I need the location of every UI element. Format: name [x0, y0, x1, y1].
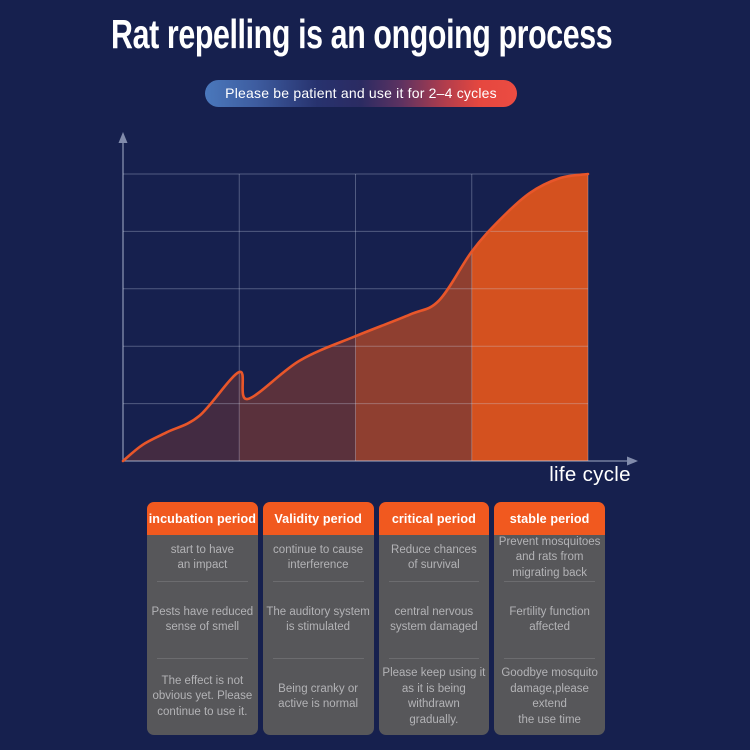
card-row: Prevent mosquitoes and rats from migrati…	[498, 535, 601, 579]
card-header: Validity period	[262, 502, 374, 535]
period-card-validity: Validity period continue to cause interf…	[262, 502, 374, 735]
stage-band-fill	[355, 251, 472, 461]
card-row: start to have an impact	[170, 543, 235, 572]
row-divider	[504, 581, 595, 582]
row-divider	[272, 658, 364, 659]
patience-banner-text: Please be patient and use it for 2–4 cyc…	[225, 85, 497, 101]
card-header: stable period	[494, 502, 605, 535]
row-divider	[504, 658, 595, 659]
card-row: Pests have reduced sense of smell	[151, 605, 254, 634]
row-divider	[388, 658, 480, 659]
card-row: Being cranky or active is normal	[278, 682, 359, 711]
card-body: start to have an impact Pests have reduc…	[147, 535, 258, 735]
card-body: Reduce chances of survival central nervo…	[378, 535, 490, 735]
card-body: continue to cause interference The audit…	[262, 535, 374, 735]
x-axis-label: life cycle	[549, 463, 631, 486]
card-header: critical period	[378, 502, 490, 535]
card-row: The auditory system is stimulated	[266, 605, 370, 634]
life-cycle-area-chart	[118, 132, 638, 466]
period-card-incubation: incubation period start to have an impac…	[147, 502, 258, 735]
card-row: central nervous system damaged	[390, 605, 478, 634]
effect-curve	[121, 172, 590, 463]
period-card-critical: critical period Reduce chances of surviv…	[378, 502, 490, 735]
y-axis-arrow-icon	[118, 132, 128, 143]
page-title-text: Rat repelling is an ongoing process	[111, 11, 613, 57]
card-row: Please keep using it as it is being with…	[382, 667, 486, 726]
page-title: Rat repelling is an ongoing process	[0, 11, 737, 58]
stage-band-fill	[123, 372, 240, 461]
row-divider	[272, 581, 364, 582]
patience-banner: Please be patient and use it for 2–4 cyc…	[205, 80, 517, 107]
period-cards: incubation period start to have an impac…	[147, 502, 605, 735]
stage-band-fill	[471, 174, 588, 461]
stage-band-fill	[239, 336, 356, 461]
card-row: Fertility function affected	[509, 605, 590, 634]
card-header: incubation period	[147, 502, 258, 535]
row-divider	[388, 581, 480, 582]
x-axis-arrow-icon	[627, 456, 638, 466]
card-row: Reduce chances of survival	[391, 543, 477, 572]
card-body: Prevent mosquitoes and rats from migrati…	[494, 535, 605, 735]
row-divider	[157, 581, 248, 582]
card-row: The effect is not obvious yet. Please co…	[152, 674, 253, 718]
card-row: Goodbye mosquito damage,please extend th…	[501, 667, 598, 726]
period-card-stable: stable period Prevent mosquitoes and rat…	[494, 502, 605, 735]
card-row: continue to cause interference	[273, 543, 364, 572]
row-divider	[157, 658, 248, 659]
